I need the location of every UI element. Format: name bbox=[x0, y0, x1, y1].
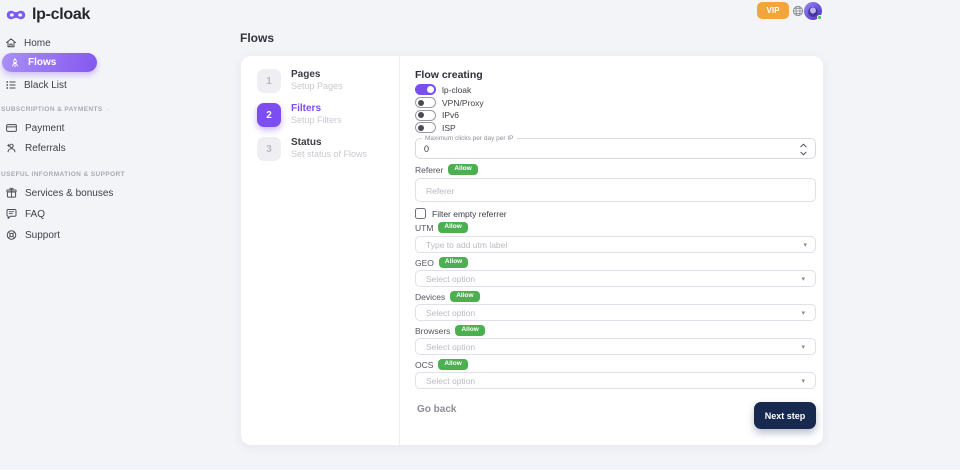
step-filters[interactable]: 2 Filters Setup Filters bbox=[257, 103, 342, 127]
max-clicks-input[interactable] bbox=[424, 139, 784, 158]
step-number: 1 bbox=[257, 69, 281, 93]
referer-label-row: Referer Allow bbox=[415, 164, 478, 175]
sidebar-section-support: USEFUL INFORMATION & SUPPORT bbox=[1, 171, 125, 178]
geo-select[interactable]: Select option ▾ bbox=[415, 270, 816, 287]
credit-card-icon bbox=[5, 122, 18, 134]
gift-icon bbox=[5, 187, 18, 199]
devices-select[interactable]: Select option ▾ bbox=[415, 304, 816, 321]
toggle-on-icon[interactable] bbox=[415, 84, 436, 95]
toggle-vpn-proxy[interactable]: VPN/Proxy bbox=[415, 97, 484, 108]
vip-button[interactable]: VIP bbox=[757, 2, 789, 19]
page-title: Flows bbox=[240, 31, 275, 45]
toggle-off-icon[interactable] bbox=[415, 97, 436, 108]
sidebar-item-services[interactable]: Services & bonuses bbox=[5, 186, 113, 200]
sidebar-item-support[interactable]: Support bbox=[5, 228, 60, 242]
allow-badge[interactable]: Allow bbox=[450, 291, 480, 302]
rocket-icon bbox=[9, 57, 21, 69]
sidebar-item-referrals[interactable]: Referrals bbox=[5, 141, 66, 155]
list-icon bbox=[5, 79, 17, 91]
max-clicks-field: Maximum clicks per day per IP bbox=[415, 135, 816, 159]
steps-divider bbox=[399, 56, 400, 445]
chat-icon bbox=[5, 208, 18, 220]
sidebar-item-black-list[interactable]: Black List bbox=[5, 78, 67, 92]
referer-field bbox=[415, 178, 816, 202]
filter-empty-referrer-row[interactable]: Filter empty referrer bbox=[415, 208, 507, 219]
language-globe-icon[interactable] bbox=[792, 5, 804, 17]
checkbox-icon[interactable] bbox=[415, 208, 426, 219]
ocs-select[interactable]: Select option ▾ bbox=[415, 372, 816, 389]
devices-label-row: Devices Allow bbox=[415, 291, 480, 302]
browsers-label-row: Browsers Allow bbox=[415, 325, 485, 336]
go-back-button[interactable]: Go back bbox=[417, 404, 457, 415]
app-logo: lp-cloak bbox=[6, 6, 90, 24]
allow-badge[interactable]: Allow bbox=[438, 359, 468, 370]
utm-label-row: UTM Allow bbox=[415, 222, 468, 233]
home-icon bbox=[5, 37, 17, 49]
ocs-label-row: OCS Allow bbox=[415, 359, 468, 370]
chevron-down-icon: ▾ bbox=[801, 377, 805, 385]
sidebar-item-home[interactable]: Home bbox=[5, 36, 51, 50]
chevron-down-icon[interactable]: ▾ bbox=[803, 241, 807, 249]
next-step-button[interactable]: Next step bbox=[754, 402, 816, 429]
flow-form: Flow creating lp-cloak VPN/Proxy IPv6 IS… bbox=[415, 56, 816, 445]
toggle-off-icon[interactable] bbox=[415, 122, 436, 133]
allow-badge[interactable]: Allow bbox=[438, 257, 469, 268]
toggle-isp[interactable]: ISP bbox=[415, 122, 456, 133]
toggle-lp-cloak[interactable]: lp-cloak bbox=[415, 84, 471, 95]
sidebar-section-subscription: SUBSCRIPTION & PAYMENTS bbox=[1, 106, 109, 113]
step-number: 2 bbox=[257, 103, 281, 127]
chevron-down-icon: ▾ bbox=[801, 275, 805, 283]
chevron-down-icon: ▾ bbox=[801, 343, 805, 351]
form-title: Flow creating bbox=[415, 69, 483, 81]
toggle-off-icon[interactable] bbox=[415, 109, 436, 121]
utm-field: ▾ bbox=[415, 236, 816, 253]
utm-input[interactable] bbox=[416, 237, 804, 252]
number-stepper-icon[interactable] bbox=[800, 143, 807, 156]
step-number: 3 bbox=[257, 137, 281, 161]
chevron-down-icon: ▾ bbox=[801, 309, 805, 317]
add-user-icon bbox=[5, 142, 18, 154]
step-pages[interactable]: 1 Pages Setup Pages bbox=[257, 69, 343, 93]
max-clicks-label: Maximum clicks per day per IP bbox=[422, 135, 517, 142]
browsers-select[interactable]: Select option ▾ bbox=[415, 338, 816, 355]
referer-input[interactable] bbox=[416, 179, 815, 201]
step-status[interactable]: 3 Status Set status of Flows bbox=[257, 137, 367, 161]
bottom-strip bbox=[0, 470, 960, 475]
mask-logo-icon bbox=[6, 9, 26, 21]
allow-badge[interactable]: Allow bbox=[438, 222, 468, 233]
sidebar-item-payment[interactable]: Payment bbox=[5, 121, 64, 135]
flow-card: 1 Pages Setup Pages 2 Filters Setup Filt… bbox=[241, 56, 823, 445]
logo-text: lp-cloak bbox=[32, 6, 91, 23]
toggle-ipv6[interactable]: IPv6 bbox=[415, 109, 459, 121]
geo-label-row: GEO Allow bbox=[415, 257, 469, 268]
sidebar-item-faq[interactable]: FAQ bbox=[5, 207, 45, 221]
allow-badge[interactable]: Allow bbox=[448, 164, 478, 175]
sidebar-item-flows[interactable]: Flows bbox=[2, 53, 97, 72]
lifebuoy-icon bbox=[5, 229, 18, 241]
allow-badge[interactable]: Allow bbox=[455, 325, 485, 336]
online-status-dot bbox=[817, 15, 822, 20]
